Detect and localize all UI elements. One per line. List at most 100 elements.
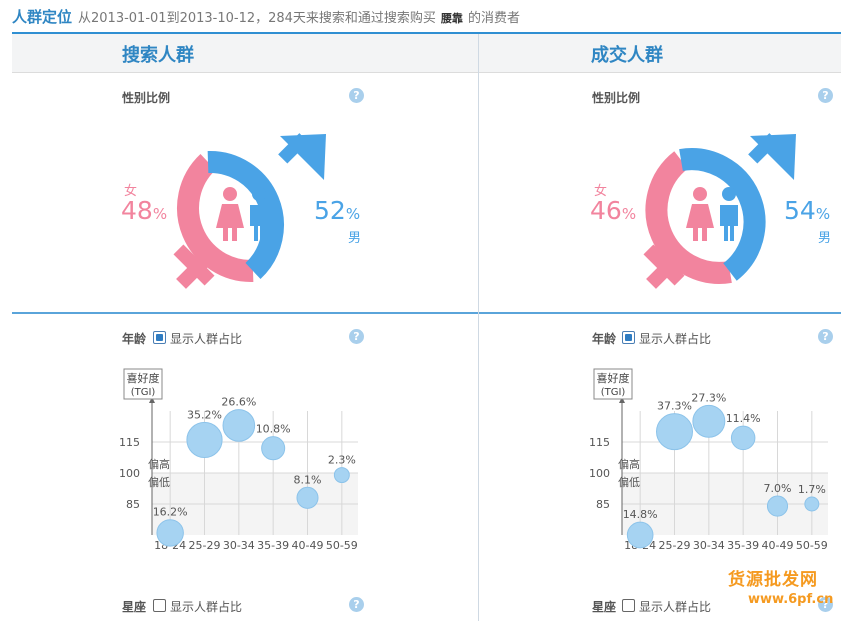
x-tick-label: 50-59 xyxy=(326,539,358,552)
watermark-logo: 货源批发网 xyxy=(728,570,818,590)
data-label: 16.2% xyxy=(153,506,188,519)
section-separator xyxy=(12,312,478,314)
male-ring xyxy=(679,133,796,281)
gender-symbol xyxy=(173,133,326,289)
show-share-checkbox[interactable] xyxy=(153,331,166,344)
data-bubble xyxy=(186,421,223,459)
female-figure-icon xyxy=(686,187,714,241)
show-share-label: 显示人群占比 xyxy=(170,332,243,346)
x-tick-label: 30-34 xyxy=(693,539,725,552)
x-tick-label: 25-29 xyxy=(659,539,691,552)
female-ring xyxy=(173,153,254,289)
y-axis-label: 喜好度 xyxy=(127,371,160,385)
data-bubble xyxy=(626,521,654,549)
show-share-label: 显示人群占比 xyxy=(170,600,243,614)
deal-group-title: 成交人群 xyxy=(591,45,663,66)
gender-ratio-title: 性别比例 xyxy=(592,91,641,105)
show-share-checkbox[interactable] xyxy=(622,331,635,344)
y-axis-arrow xyxy=(149,397,155,403)
deal-group-header: 成交人群 xyxy=(479,34,841,73)
male-label: 男 xyxy=(348,231,362,246)
show-share-checkbox[interactable] xyxy=(622,599,635,612)
data-label: 10.8% xyxy=(256,423,291,436)
data-label: 8.1% xyxy=(294,473,322,486)
constellation-title: 星座 xyxy=(592,600,617,614)
help-icon[interactable]: ? xyxy=(818,88,833,103)
age-tgi-chart: 8510011518-2425-2930-3435-3940-4950-59喜好… xyxy=(589,368,828,552)
search-group-title: 搜索人群 xyxy=(122,45,194,66)
page-title: 人群定位 xyxy=(12,8,73,26)
data-bubble xyxy=(692,404,726,438)
data-label: 7.0% xyxy=(764,482,792,495)
column-divider xyxy=(478,34,479,621)
data-label: 27.3% xyxy=(691,391,726,404)
male-figure-icon xyxy=(720,187,738,241)
help-icon[interactable]: ? xyxy=(349,88,364,103)
age-title: 年龄 xyxy=(592,332,617,346)
data-bubble xyxy=(222,409,256,442)
female-figure-icon xyxy=(216,187,244,241)
data-bubble xyxy=(333,467,350,484)
male-label: 男 xyxy=(818,231,832,246)
data-bubble xyxy=(656,413,693,451)
help-icon[interactable]: ? xyxy=(818,329,833,344)
band-label-low: 偏低 xyxy=(618,475,640,489)
y-tick-label: 85 xyxy=(596,498,610,511)
female-percentage: 48% xyxy=(121,196,168,225)
data-bubble xyxy=(156,519,184,547)
data-label: 14.8% xyxy=(623,508,658,521)
show-share-label: 显示人群占比 xyxy=(639,600,712,614)
header-rule xyxy=(12,32,841,34)
show-share-checkbox[interactable] xyxy=(153,599,166,612)
keyword: 腰靠 xyxy=(440,12,463,25)
male-figure-icon xyxy=(250,187,268,241)
help-icon[interactable]: ? xyxy=(349,329,364,344)
date-range-description: 从2013-01-01到2013-10-12，284天来搜索和通过搜索购买 xyxy=(78,11,436,26)
y-tick-label: 115 xyxy=(119,436,140,449)
female-ring xyxy=(643,151,732,289)
y-axis-label-unit: (TGI) xyxy=(131,387,156,398)
data-label: 37.3% xyxy=(657,400,692,413)
data-bubble xyxy=(730,425,756,451)
male-ring xyxy=(207,133,326,280)
data-bubble xyxy=(296,486,319,509)
y-tick-label: 100 xyxy=(119,467,140,480)
help-icon[interactable]: ? xyxy=(818,597,833,612)
x-tick-label: 25-29 xyxy=(189,539,221,552)
male-percentage: 54% xyxy=(784,196,831,225)
y-tick-label: 85 xyxy=(126,498,140,511)
band-label-high: 偏高 xyxy=(148,457,170,471)
data-bubble xyxy=(766,495,789,517)
data-label: 11.4% xyxy=(726,412,761,425)
x-tick-label: 30-34 xyxy=(223,539,255,552)
gender-ratio-title: 性别比例 xyxy=(122,91,171,105)
gender-symbol xyxy=(643,133,796,289)
female-label: 女 xyxy=(594,184,608,199)
band-label-high: 偏高 xyxy=(618,457,640,471)
watermark-url: www.6pf.cn xyxy=(748,592,834,607)
section-separator xyxy=(479,312,841,314)
male-percentage: 52% xyxy=(314,196,361,225)
constellation-title: 星座 xyxy=(122,600,147,614)
data-label: 35.2% xyxy=(187,408,222,421)
x-tick-label: 35-39 xyxy=(257,539,289,552)
help-icon[interactable]: ? xyxy=(349,597,364,612)
data-label: 26.6% xyxy=(221,396,256,409)
age-title: 年龄 xyxy=(122,332,147,346)
description-suffix: 的消费者 xyxy=(467,11,520,26)
search-group-header: 搜索人群 xyxy=(12,34,478,73)
y-tick-label: 100 xyxy=(589,467,610,480)
data-bubble xyxy=(261,436,286,461)
band-label-low: 偏低 xyxy=(148,475,170,489)
y-axis-label-box xyxy=(123,368,163,400)
x-tick-label: 40-49 xyxy=(292,539,324,552)
y-axis-label-unit: (TGI) xyxy=(601,387,626,398)
y-axis-label-box xyxy=(593,368,633,400)
show-share-label: 显示人群占比 xyxy=(639,332,712,346)
x-tick-label: 50-59 xyxy=(796,539,828,552)
y-axis-label: 喜好度 xyxy=(597,371,630,385)
x-tick-label: 40-49 xyxy=(762,539,794,552)
page-header: 人群定位 从2013-01-01到2013-10-12，284天来搜索和通过搜索… xyxy=(12,6,520,30)
data-label: 2.3% xyxy=(328,454,356,467)
y-tick-label: 115 xyxy=(589,436,610,449)
